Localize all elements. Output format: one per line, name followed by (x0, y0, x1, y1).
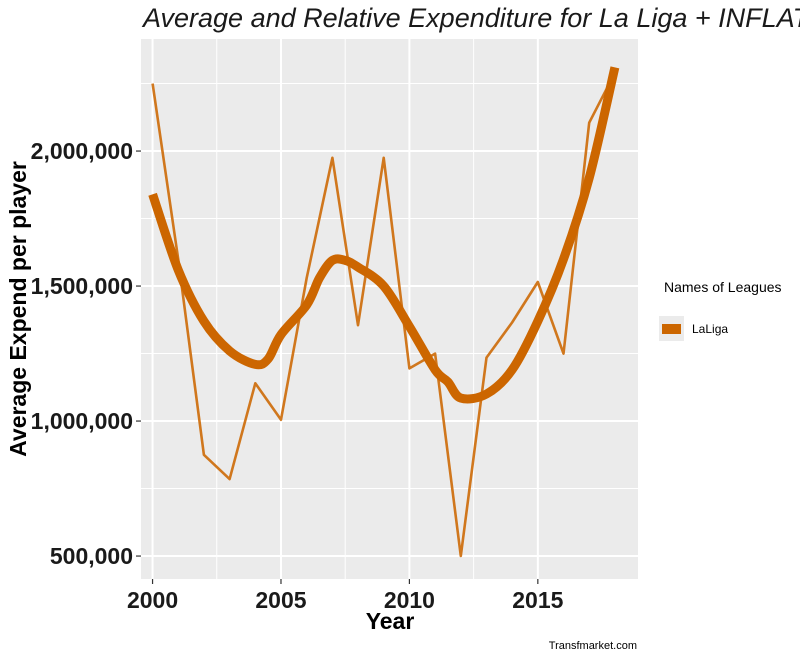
trend-line-laliga (148, 66, 620, 404)
y-axis-title: Average Expend per player (5, 161, 31, 457)
y-tick-label: 2,000,000 (31, 138, 133, 164)
x-tick-label: 2015 (512, 587, 563, 613)
x-axis-title: Year (366, 608, 415, 634)
x-tick-labels: 2000 2005 2010 2015 (127, 587, 564, 613)
axis-ticks (136, 150, 539, 584)
series-line-laliga (151, 72, 617, 558)
y-tick-labels: 500,000 1,000,000 1,500,000 2,000,000 (31, 138, 133, 569)
plot-panel (141, 39, 638, 579)
legend-key-laliga (662, 324, 681, 334)
legend-label-laliga: LaLiga (692, 322, 728, 336)
smooth-trend-line (148, 66, 620, 404)
chart-title: Average and Relative Expenditure for La … (141, 3, 800, 33)
y-tick-label: 1,000,000 (31, 408, 133, 434)
legend: Names of Leagues LaLiga (659, 279, 782, 341)
caption-source: Transfmarket.com (549, 640, 637, 652)
x-tick-label: 2005 (255, 587, 306, 613)
y-tick-label: 1,500,000 (31, 273, 133, 299)
x-tick-label: 2010 (384, 587, 435, 613)
legend-title: Names of Leagues (664, 279, 782, 295)
series-laliga (151, 72, 617, 558)
y-tick-label: 500,000 (50, 543, 133, 569)
x-tick-label: 2000 (127, 587, 178, 613)
